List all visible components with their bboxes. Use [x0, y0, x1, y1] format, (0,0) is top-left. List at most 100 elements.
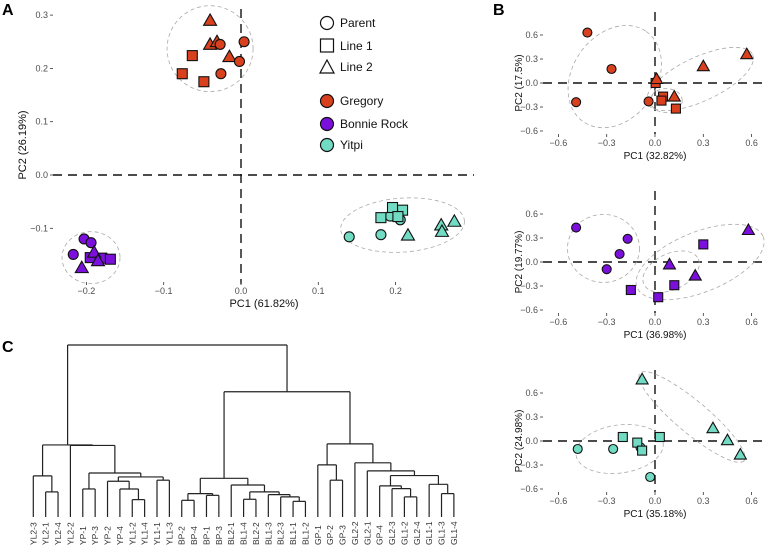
- legend-bonnie-rock-swatch: [319, 116, 335, 132]
- point-gregory-circle: [643, 96, 654, 107]
- leaf-label: GL1-2: [399, 521, 409, 545]
- point-yitpi-circle: [375, 229, 387, 241]
- point-gregory-triangle: [202, 12, 218, 26]
- point-gregory-square: [656, 95, 667, 106]
- confidence-ellipse: [567, 213, 640, 283]
- y-tick-label: 0.0: [525, 78, 538, 88]
- point-gregory-triangle: [696, 59, 711, 72]
- point-yitpi-triangle: [635, 372, 650, 385]
- panel-b2-ylabel: PC2 (19.77%): [514, 231, 525, 294]
- leaf-label: BP-2: [177, 526, 187, 545]
- point-yitpi-triangle: [733, 447, 748, 460]
- leaf-label: GL2-4: [412, 521, 422, 545]
- y-tick-label: 0.6: [525, 30, 538, 40]
- point-bonnie-rock-circle: [85, 237, 97, 249]
- point-gregory-triangle: [667, 89, 682, 102]
- scatter-b-yitpi: −0.6 −0.3 0.0 0.3 0.6 −0.6 −0.3 0.0 0.3 0.6: [520, 370, 765, 506]
- point-yitpi-circle: [572, 443, 583, 455]
- leaf-label: GP-4: [375, 525, 385, 545]
- point-gregory-circle: [606, 63, 617, 75]
- confidence-ellipse: [61, 231, 121, 285]
- point-bonnie-rock-triangle: [90, 253, 106, 267]
- panel-a-axis-titles: PC1 (61.82%) PC2 (26.19%): [17, 110, 299, 310]
- leaf-label: YP-2: [103, 526, 113, 545]
- legend-square-icon: [319, 38, 335, 53]
- point-bonnie-rock-square: [653, 292, 664, 303]
- y-tick-label: 0.3: [525, 233, 538, 243]
- point-bonnie-rock-triangle: [662, 257, 677, 270]
- point-gregory-square: [198, 76, 210, 88]
- point-bonnie-rock-circle: [571, 222, 582, 233]
- point-gregory-circle: [582, 27, 593, 38]
- y-tick-label: −0.3: [520, 281, 538, 291]
- x-tick-label: 0.0: [235, 286, 248, 296]
- point-gregory-circle: [238, 36, 250, 48]
- panel-b1-xlabel: PC1 (32.82%): [624, 151, 687, 162]
- confidence-ellipse: [166, 5, 254, 93]
- point-yitpi-triangle: [434, 223, 450, 237]
- y-tick-label: 0.3: [35, 10, 48, 20]
- panel-label-b: B: [493, 2, 505, 19]
- y-tick-label: 0.3: [525, 412, 538, 422]
- legend-triangle-icon: [318, 58, 336, 74]
- leaf-label: GL2-1: [362, 521, 372, 545]
- x-tick-label: 0.6: [745, 317, 758, 327]
- leaf-label: GL1-4: [449, 521, 459, 545]
- leaf-label: YL1-3: [164, 522, 174, 545]
- point-yitpi-square: [386, 201, 399, 214]
- point-gregory-square: [186, 50, 198, 62]
- leaf-label: GP-3: [338, 525, 348, 545]
- point-gregory-circle: [214, 38, 226, 50]
- point-yitpi-triangle: [720, 433, 735, 446]
- y-tick-label: −0.1: [30, 223, 48, 233]
- point-gregory-circle: [233, 55, 246, 68]
- legend-yitpi: Yitpi: [340, 138, 363, 152]
- point-bonnie-rock-circle: [614, 248, 625, 260]
- legend-yitpi-swatch: [319, 137, 335, 153]
- leaf-label: BL1-3: [263, 522, 273, 545]
- legend-line1: Line 1: [340, 39, 373, 53]
- point-gregory-triangle: [221, 49, 237, 63]
- point-bonnie-rock-triangle: [74, 260, 90, 274]
- panel-b1-axis-titles: PC1 (32.82%) PC2 (17.5%): [514, 54, 686, 162]
- legend-gregory-swatch: [319, 93, 335, 109]
- x-tick-label: −0.3: [598, 138, 616, 148]
- x-tick-label: 0.1: [312, 286, 325, 296]
- x-tick-label: 0.2: [389, 286, 402, 296]
- point-gregory-circle: [571, 97, 582, 108]
- y-tick-label: 0.0: [525, 257, 538, 267]
- leaf-label: GP-2: [325, 525, 335, 545]
- y-tick-label: −0.6: [520, 305, 538, 315]
- x-tick-label: −0.6: [550, 496, 568, 506]
- panel-b2-xlabel: PC1 (36.98%): [624, 330, 687, 341]
- legend-gregory: Gregory: [340, 94, 383, 108]
- y-tick-label: −0.6: [520, 126, 538, 136]
- panel-b3-ylabel: PC2 (24.98%): [514, 410, 525, 473]
- point-bonnie-rock-square: [669, 280, 680, 291]
- leaf-label: GL2-2: [350, 521, 360, 545]
- point-bonnie-rock-circle: [601, 264, 612, 275]
- x-tick-label: −0.6: [550, 317, 568, 327]
- y-tick-label: −0.3: [520, 460, 538, 470]
- point-yitpi-square: [392, 211, 404, 223]
- y-tick-label: 0.0: [525, 436, 538, 446]
- point-yitpi-square: [637, 445, 648, 456]
- x-tick-label: 0.0: [649, 496, 662, 506]
- y-tick-label: 0.3: [525, 54, 538, 64]
- point-gregory-triangle: [739, 47, 754, 60]
- leaf-label: BL1-4: [239, 522, 249, 545]
- leaf-label: GL1-3: [437, 521, 447, 545]
- point-yitpi-triangle: [446, 213, 462, 227]
- x-tick-label: 0.6: [745, 138, 758, 148]
- y-tick-label: 0.0: [35, 170, 48, 180]
- x-tick-label: −0.6: [550, 138, 568, 148]
- y-tick-label: −0.6: [520, 484, 538, 494]
- leaf-label: YL2-1: [41, 522, 51, 545]
- panel-b2-axis-titles: PC1 (36.98%) PC2 (19.77%): [514, 231, 686, 341]
- leaf-label: YL1-4: [140, 522, 150, 545]
- leaf-label: BP-1: [201, 526, 211, 545]
- point-bonnie-rock-square: [625, 284, 636, 296]
- point-bonnie-rock-circle: [67, 248, 79, 260]
- point-yitpi-circle: [343, 231, 355, 243]
